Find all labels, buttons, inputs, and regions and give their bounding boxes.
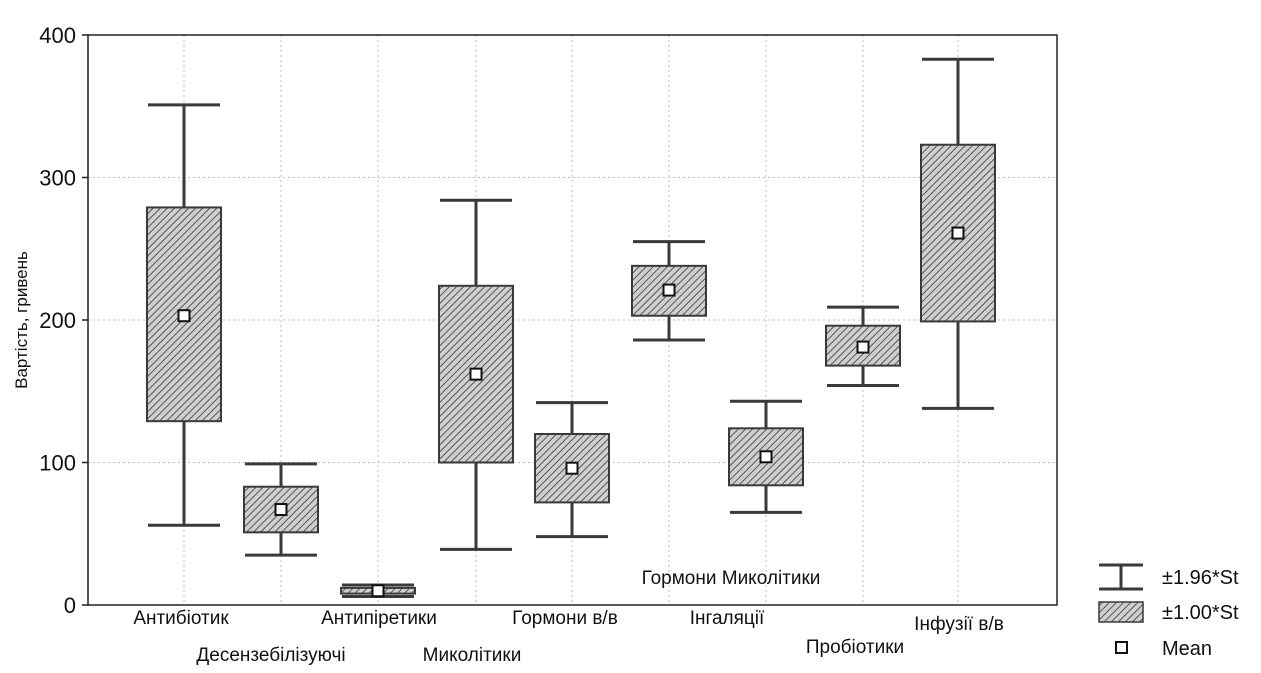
legend-mean-marker-icon [1115,641,1128,654]
category-label: Інфузії в/в [914,614,1004,635]
legend-hatched-box-icon [1098,601,1144,623]
std-box [920,143,996,323]
mean-marker [565,461,579,475]
y-tick-label: 0 [64,593,76,618]
category-label: Пробіотики [806,637,904,658]
mean-marker [759,450,773,464]
mean-marker [274,503,288,517]
mean-marker [662,283,676,297]
legend-label: Mean [1162,638,1212,660]
category-label: Антипіретики [321,608,437,629]
category-label: Десензебілізуючі [196,645,345,666]
mean-marker [856,340,870,354]
category-label: Гормони Миколітики [642,568,821,589]
y-tick-label: 200 [39,308,76,333]
y-tick-label: 100 [39,451,76,476]
category-label: Гормони в/в [512,608,618,629]
category-label: Миколітики [423,645,522,666]
mean-marker [177,309,191,323]
mean-marker [951,226,965,240]
category-label: Антибіотик [133,608,229,629]
legend-label: ±1.96*St [1162,567,1239,589]
y-tick-label: 300 [39,166,76,191]
y-tick-label: 400 [39,23,76,48]
y-axis-label: Вартість, гривень [12,251,31,389]
category-label: Інгаляції [690,608,765,629]
mean-marker [371,584,385,598]
legend-label: ±1.00*St [1162,602,1239,624]
mean-marker [469,367,483,381]
